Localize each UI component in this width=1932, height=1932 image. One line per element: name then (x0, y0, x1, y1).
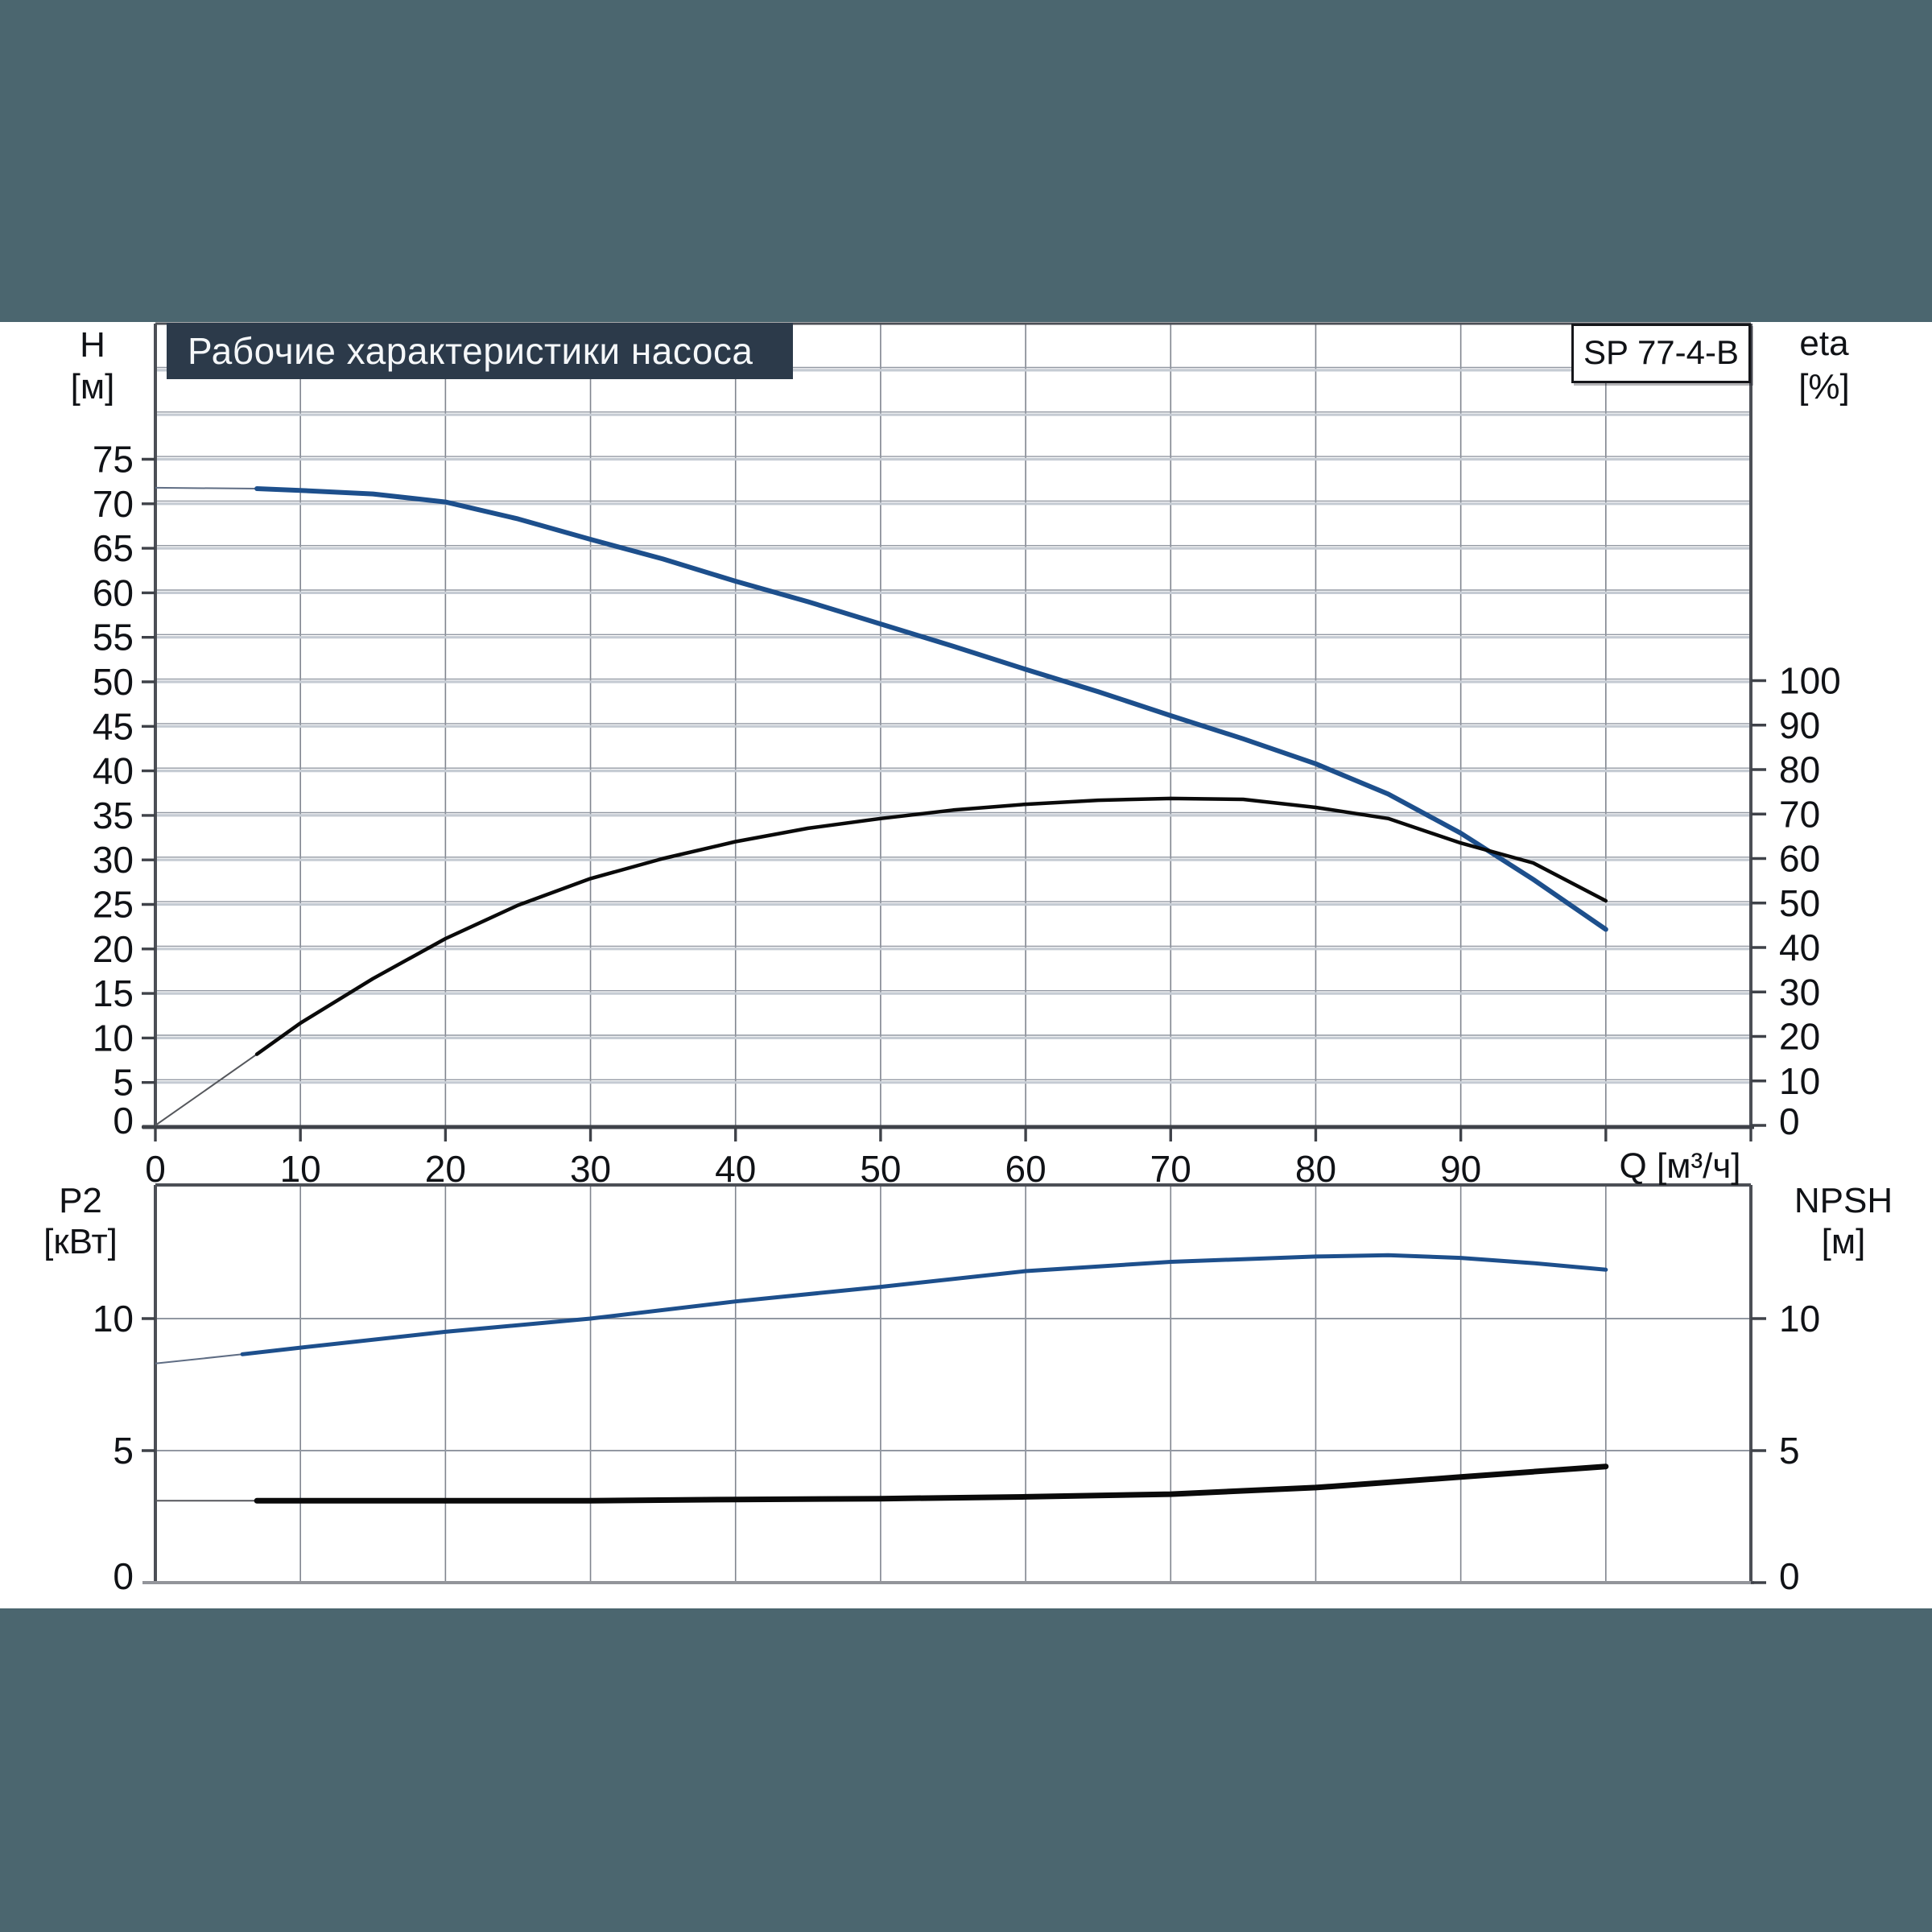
efficiency-curve-eta-Q-thin-segment (155, 1053, 258, 1126)
q-tick-label: 30 (570, 1148, 611, 1190)
eta-tick-label: 90 (1779, 704, 1820, 746)
q-tick-label: 90 (1440, 1148, 1481, 1190)
chart-panel-background (0, 322, 1932, 1608)
h-tick-label: 55 (93, 617, 134, 658)
h-tick-label: 75 (93, 439, 134, 481)
right-axis-caption-eta-unit: [%] (1798, 367, 1850, 407)
eta-tick-label: 100 (1779, 660, 1841, 702)
bottom-chart-frame (142, 1183, 1754, 1584)
h-tick-label: 10 (93, 1017, 134, 1059)
eta-tick-label: 0 (1779, 1100, 1800, 1142)
h-tick-label: 5 (113, 1062, 134, 1104)
h-tick-label: 20 (93, 928, 134, 970)
q-tick-label: 10 (280, 1148, 321, 1190)
p2-tick-label: 5 (113, 1430, 134, 1472)
curve-npsh-curve-Q (155, 1463, 1609, 1504)
q-tick-label: 60 (1005, 1148, 1046, 1190)
right-axis-caption-NPSH: NPSH (1794, 1181, 1893, 1220)
efficiency-curve-eta-Q (254, 796, 1608, 1056)
h-tick-label: 70 (93, 483, 134, 525)
top-chart-tick-labels: 0510152025303540455055606570750102030405… (93, 439, 1841, 1191)
top-chart-ticks (142, 457, 1766, 1141)
head-curve-H-Q (254, 486, 1608, 932)
top-margin-band (0, 0, 1932, 322)
eta-tick-label: 30 (1779, 971, 1820, 1013)
p2-tick-label: 0 (113, 1555, 134, 1597)
head-curve-H-Q-thin-segment (155, 486, 258, 489)
eta-tick-label: 60 (1779, 838, 1820, 880)
x-axis-caption-Q: Q [м³/ч] (1619, 1146, 1741, 1186)
curve-efficiency-curve-eta-Q (155, 796, 1608, 1126)
h-tick-label: 40 (93, 750, 134, 792)
left-axis-caption-P2-unit: [кВт] (43, 1222, 118, 1261)
h-tick-label: 30 (93, 839, 134, 881)
h-tick-label: 35 (93, 795, 134, 836)
top-chart-gridlines (155, 324, 1751, 1127)
npsh-tick-label: 0 (1779, 1555, 1800, 1597)
bottom-chart-gridlines (155, 1185, 1751, 1583)
h-tick-label: 45 (93, 705, 134, 747)
h-tick-label: 60 (93, 572, 134, 613)
chart-title-bar: Рабочие характеристики насоса (167, 323, 793, 379)
pump-model-badge: SP 77-4-B (1571, 324, 1751, 383)
h-tick-label: 65 (93, 527, 134, 569)
eta-tick-label: 80 (1779, 749, 1820, 791)
eta-tick-label: 50 (1779, 882, 1820, 924)
eta-tick-label: 10 (1779, 1060, 1820, 1102)
h-tick-label: 0 (113, 1100, 134, 1141)
h-tick-label: 50 (93, 661, 134, 703)
npsh-curve-Q (254, 1463, 1609, 1504)
q-tick-label: 0 (145, 1148, 166, 1190)
power-curve-P2-Q-thin-segment (155, 1353, 243, 1364)
npsh-tick-label: 10 (1779, 1298, 1820, 1340)
right-axis-caption-eta: eta (1799, 324, 1849, 363)
eta-tick-label: 40 (1779, 927, 1820, 968)
q-tick-label: 80 (1295, 1148, 1336, 1190)
eta-tick-label: 70 (1779, 793, 1820, 835)
left-axis-caption-P2: P2 (59, 1181, 102, 1220)
curve-head-curve-H-Q (155, 486, 1608, 932)
power-curve-P2-Q (240, 1253, 1608, 1356)
q-tick-label: 70 (1150, 1148, 1191, 1190)
h-tick-label: 25 (93, 884, 134, 926)
p2-tick-label: 10 (93, 1298, 134, 1340)
h-tick-label: 15 (93, 972, 134, 1014)
q-tick-label: 20 (425, 1148, 466, 1190)
eta-tick-label: 20 (1779, 1016, 1820, 1058)
bottom-margin-band (0, 1608, 1932, 1932)
npsh-tick-label: 5 (1779, 1430, 1800, 1472)
bottom-chart-tick-labels: 0 5 10 0 5 10 (93, 1298, 1820, 1597)
left-axis-caption-H-unit: [м] (70, 367, 115, 407)
curve-power-curve-P2-Q (155, 1253, 1608, 1364)
q-tick-label: 50 (860, 1148, 901, 1190)
left-axis-caption-H: H (80, 325, 105, 365)
right-axis-caption-NPSH-unit: [м] (1821, 1222, 1866, 1261)
q-tick-label: 40 (715, 1148, 756, 1190)
bottom-chart-ticks (142, 1317, 1766, 1584)
